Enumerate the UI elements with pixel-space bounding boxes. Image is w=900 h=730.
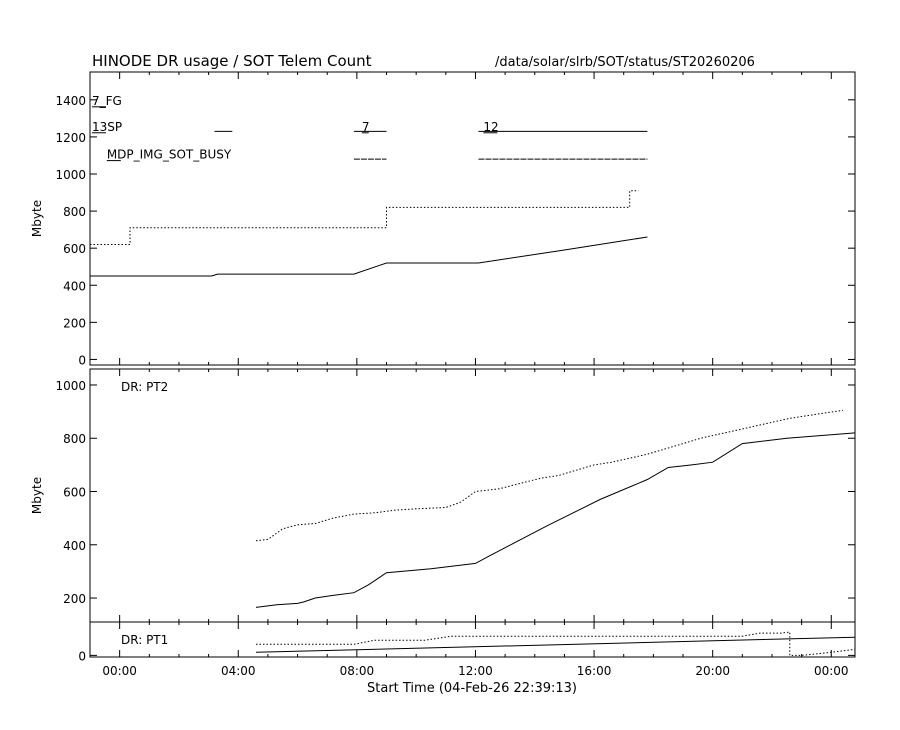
solid-series-line bbox=[255, 636, 856, 653]
y-tick-label: 1000 bbox=[55, 168, 86, 182]
status-label: 13SP bbox=[92, 120, 122, 134]
y-tick-label: 800 bbox=[63, 432, 86, 446]
x-axis-label: Start Time (04-Feb-26 22:39:13) bbox=[367, 681, 577, 696]
dotted-series-line bbox=[256, 631, 856, 656]
x-tick-label: 00:00 bbox=[814, 664, 849, 678]
y-tick-label: 200 bbox=[63, 592, 86, 606]
dotted-series-line bbox=[90, 190, 639, 245]
x-tick-label: 12:00 bbox=[458, 664, 493, 678]
dotted-series-line bbox=[255, 409, 844, 542]
data-path: /data/solar/slrb/SOT/status/ST20260206 bbox=[495, 55, 755, 70]
pt1-panel: 0 DR: PT1 bbox=[78, 621, 856, 663]
x-tick-label: 00:00 bbox=[102, 664, 137, 678]
panel-title: DR: PT1 bbox=[121, 633, 168, 647]
pt2-panel: 200 400 600 800 1000 Mbyte DR: PT2 bbox=[30, 368, 856, 623]
status-label: 7 bbox=[362, 120, 370, 134]
status-label: MDP_IMG_SOT_BUSY bbox=[107, 148, 232, 162]
y-tick-label: 200 bbox=[63, 316, 86, 330]
y-tick-label: 1400 bbox=[55, 94, 86, 108]
y-tick-label: 600 bbox=[63, 486, 86, 500]
chart-title: HINODE DR usage / SOT Telem Count bbox=[92, 52, 372, 70]
y-axis-label: Mbyte bbox=[30, 200, 44, 237]
y-tick-label: 1200 bbox=[55, 131, 86, 145]
panel-title: DR: PT2 bbox=[121, 380, 168, 394]
solid-series-line bbox=[90, 236, 648, 277]
y-tick-label: 400 bbox=[63, 279, 86, 293]
top-panel: 0 200 400 600 800 1000 1200 1400 Mbyte 7_FG 13SP 7 1… bbox=[30, 71, 856, 367]
status-label: 12 bbox=[483, 120, 498, 134]
y-axis-label: Mbyte bbox=[30, 477, 44, 514]
bottom-frame bbox=[89, 621, 856, 658]
y-tick-label: 0 bbox=[78, 649, 86, 663]
x-tick-label: 08:00 bbox=[340, 664, 375, 678]
status-label: 7_FG bbox=[92, 94, 122, 108]
y-tick-label: 600 bbox=[63, 242, 86, 256]
y-tick-label: 800 bbox=[63, 205, 86, 219]
x-tick-label: 04:00 bbox=[221, 664, 256, 678]
y-tick-label: 0 bbox=[78, 353, 86, 367]
middle-frame bbox=[89, 368, 856, 623]
solid-series-line bbox=[255, 432, 856, 608]
y-tick-label: 400 bbox=[63, 539, 86, 553]
time-axis: 00:00 04:00 08:00 12:00 16:00 20:00 00:00 bbox=[102, 664, 848, 678]
y-tick-label: 1000 bbox=[55, 379, 86, 393]
top-frame bbox=[89, 71, 856, 366]
x-tick-label: 16:00 bbox=[577, 664, 612, 678]
x-tick-label: 20:00 bbox=[695, 664, 730, 678]
